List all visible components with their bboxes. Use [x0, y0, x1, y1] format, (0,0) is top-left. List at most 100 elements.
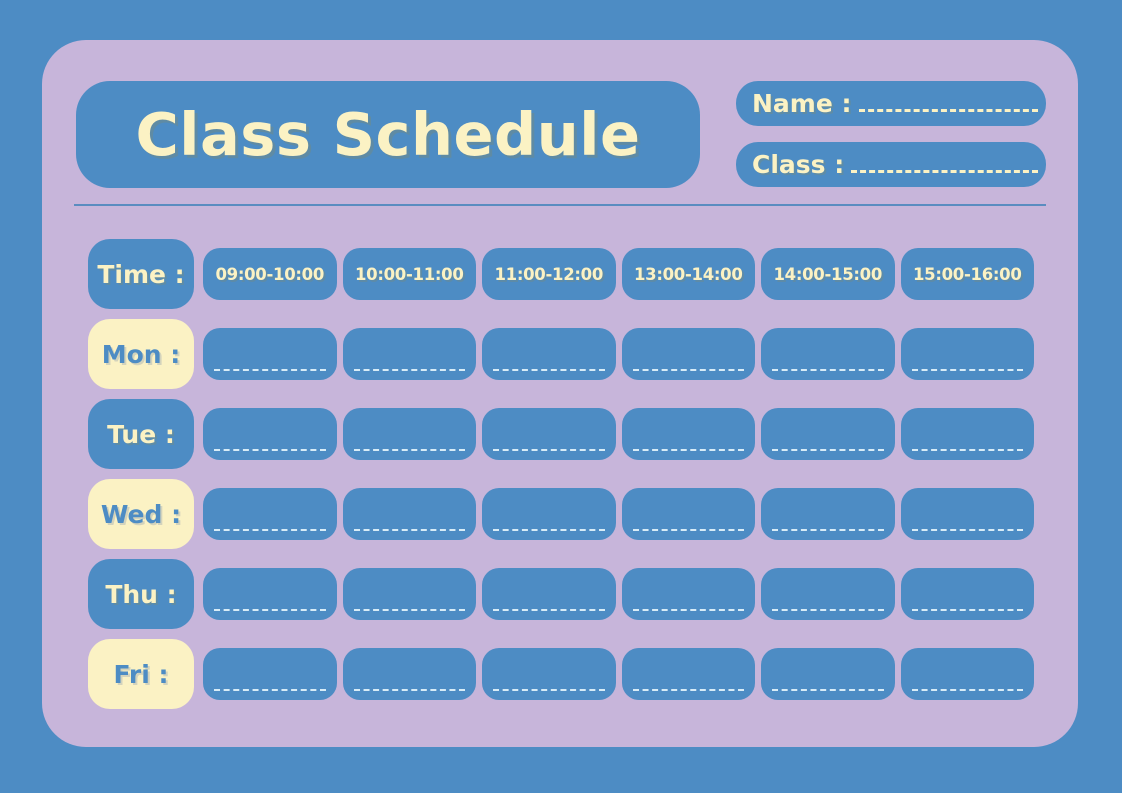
entry-cell[interactable]: [342, 408, 476, 460]
time-header-cell: Time :: [88, 239, 194, 309]
writing-line: [493, 529, 605, 531]
entry-cell[interactable]: [900, 328, 1034, 380]
writing-line: [214, 369, 326, 371]
writing-line: [632, 689, 744, 691]
name-field[interactable]: Name :: [736, 81, 1046, 126]
time-slot: 15:00-16:00: [900, 248, 1034, 300]
entry-list-thu: [203, 568, 1034, 620]
entry-cell[interactable]: [203, 648, 337, 700]
entry-cell[interactable]: [761, 488, 895, 540]
day-row-tue: Tue :: [88, 394, 1034, 474]
writing-line: [214, 529, 326, 531]
writing-line: [353, 369, 465, 371]
day-label-mon: Mon :: [88, 319, 194, 389]
entry-cell[interactable]: [342, 328, 476, 380]
writing-line: [353, 529, 465, 531]
writing-line: [632, 529, 744, 531]
entry-list-tue: [203, 408, 1034, 460]
page-title: Class Schedule: [135, 100, 641, 169]
time-slot-label: 09:00-10:00: [215, 264, 325, 284]
time-slot: 13:00-14:00: [621, 248, 755, 300]
time-header-row: Time : 09:00-10:00 10:00-11:00 11:00-12:…: [88, 234, 1034, 314]
day-label-wed: Wed :: [88, 479, 194, 549]
entry-cell[interactable]: [761, 648, 895, 700]
day-label-text: Thu :: [105, 579, 177, 609]
writing-line: [772, 369, 884, 371]
writing-line: [772, 689, 884, 691]
entry-cell[interactable]: [482, 648, 616, 700]
writing-line: [772, 449, 884, 451]
entry-list-wed: [203, 488, 1034, 540]
writing-line: [632, 449, 744, 451]
entry-list-fri: [203, 648, 1034, 700]
entry-cell[interactable]: [203, 328, 337, 380]
time-slot-label: 14:00-15:00: [773, 264, 883, 284]
entry-cell[interactable]: [482, 328, 616, 380]
time-slot: 11:00-12:00: [482, 248, 616, 300]
header-divider: [74, 204, 1046, 206]
entry-cell[interactable]: [203, 568, 337, 620]
entry-cell[interactable]: [621, 328, 755, 380]
time-slot: 10:00-11:00: [342, 248, 476, 300]
name-field-label: Name :: [752, 89, 852, 118]
entry-cell[interactable]: [482, 408, 616, 460]
name-field-writing-line[interactable]: [858, 109, 1038, 112]
day-label-fri: Fri :: [88, 639, 194, 709]
writing-line: [911, 449, 1023, 451]
writing-line: [214, 609, 326, 611]
entry-cell[interactable]: [900, 568, 1034, 620]
day-label-text: Fri :: [113, 659, 169, 689]
writing-line: [911, 609, 1023, 611]
entry-cell[interactable]: [900, 648, 1034, 700]
time-slot: 09:00-10:00: [203, 248, 337, 300]
time-header-label: Time :: [97, 259, 185, 289]
schedule-card: Class Schedule Name : Class : Time : 09:…: [42, 40, 1078, 747]
entry-cell[interactable]: [203, 408, 337, 460]
entry-cell[interactable]: [761, 408, 895, 460]
class-field[interactable]: Class :: [736, 142, 1046, 187]
time-slot: 14:00-15:00: [761, 248, 895, 300]
day-row-wed: Wed :: [88, 474, 1034, 554]
day-label-text: Mon :: [101, 339, 181, 369]
writing-line: [353, 449, 465, 451]
writing-line: [493, 449, 605, 451]
entry-list-mon: [203, 328, 1034, 380]
writing-line: [772, 529, 884, 531]
class-field-writing-line[interactable]: [851, 170, 1038, 173]
day-label-tue: Tue :: [88, 399, 194, 469]
day-label-text: Wed :: [100, 499, 182, 529]
writing-line: [911, 369, 1023, 371]
day-row-fri: Fri :: [88, 634, 1034, 714]
time-slot-label: 11:00-12:00: [494, 264, 604, 284]
day-label-text: Tue :: [107, 419, 175, 449]
entry-cell[interactable]: [342, 648, 476, 700]
entry-cell[interactable]: [621, 568, 755, 620]
writing-line: [632, 369, 744, 371]
entry-cell[interactable]: [900, 488, 1034, 540]
entry-cell[interactable]: [342, 488, 476, 540]
entry-cell[interactable]: [482, 488, 616, 540]
entry-cell[interactable]: [342, 568, 476, 620]
writing-line: [493, 689, 605, 691]
time-slot-list: 09:00-10:00 10:00-11:00 11:00-12:00 13:0…: [203, 248, 1034, 300]
header: Class Schedule Name : Class :: [76, 81, 1046, 229]
title-plate: Class Schedule: [76, 81, 700, 188]
entry-cell[interactable]: [900, 408, 1034, 460]
writing-line: [911, 529, 1023, 531]
writing-line: [353, 609, 465, 611]
entry-cell[interactable]: [761, 568, 895, 620]
entry-cell[interactable]: [621, 488, 755, 540]
day-row-thu: Thu :: [88, 554, 1034, 634]
entry-cell[interactable]: [203, 488, 337, 540]
day-row-mon: Mon :: [88, 314, 1034, 394]
entry-cell[interactable]: [761, 328, 895, 380]
entry-cell[interactable]: [621, 648, 755, 700]
writing-line: [632, 609, 744, 611]
class-field-label: Class :: [752, 150, 845, 179]
day-label-thu: Thu :: [88, 559, 194, 629]
entry-cell[interactable]: [482, 568, 616, 620]
entry-cell[interactable]: [621, 408, 755, 460]
writing-line: [353, 689, 465, 691]
writing-line: [214, 689, 326, 691]
writing-line: [493, 609, 605, 611]
